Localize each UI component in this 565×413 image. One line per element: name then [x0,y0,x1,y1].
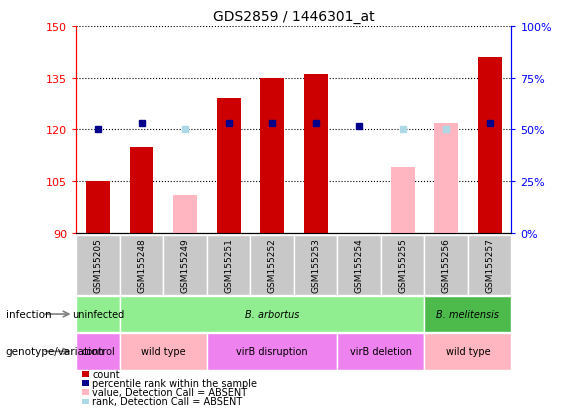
Text: GSM155248: GSM155248 [137,237,146,292]
Text: rank, Detection Call = ABSENT: rank, Detection Call = ABSENT [92,396,242,406]
Text: GSM155251: GSM155251 [224,237,233,292]
Bar [120,235,163,295]
Text: wild type: wild type [446,347,490,356]
Text: infection: infection [6,309,51,319]
Bar [424,235,468,295]
Bar [260,78,284,233]
Bar [76,235,120,295]
Bar [468,235,511,295]
Bar [303,75,328,233]
Text: wild type: wild type [141,347,185,356]
Text: control: control [81,347,115,356]
Bar [173,195,197,233]
Text: GSM155253: GSM155253 [311,237,320,292]
Text: GSM155205: GSM155205 [94,237,102,292]
Bar [207,333,337,370]
Text: GSM155254: GSM155254 [355,237,363,292]
Bar [86,182,110,233]
Text: uninfected: uninfected [72,309,124,319]
Text: B. melitensis: B. melitensis [436,309,499,319]
Bar [477,58,502,233]
Bar [381,235,424,295]
Bar [216,99,241,233]
Text: count: count [92,369,120,379]
Bar [337,235,381,295]
Text: value, Detection Call = ABSENT: value, Detection Call = ABSENT [92,387,247,397]
Bar [250,235,294,295]
Bar [424,333,511,370]
Bar [163,235,207,295]
Bar [294,235,337,295]
Text: GSM155256: GSM155256 [442,237,450,292]
Bar [129,147,154,233]
Bar [76,333,120,370]
Text: GSM155249: GSM155249 [181,237,189,292]
Text: virB disruption: virB disruption [236,347,308,356]
Text: GSM155252: GSM155252 [268,237,276,292]
Bar [120,333,207,370]
Text: genotype/variation: genotype/variation [6,347,105,356]
Bar [434,123,458,233]
Bar [390,168,415,233]
Bar [424,296,511,332]
Text: GSM155255: GSM155255 [398,237,407,292]
Bar [337,333,424,370]
Bar [76,296,120,332]
Bar [120,296,424,332]
Title: GDS2859 / 1446301_at: GDS2859 / 1446301_at [213,10,375,24]
Text: GSM155257: GSM155257 [485,237,494,292]
Text: virB deletion: virB deletion [350,347,412,356]
Bar [207,235,250,295]
Text: B. arbortus: B. arbortus [245,309,299,319]
Text: percentile rank within the sample: percentile rank within the sample [92,378,257,388]
